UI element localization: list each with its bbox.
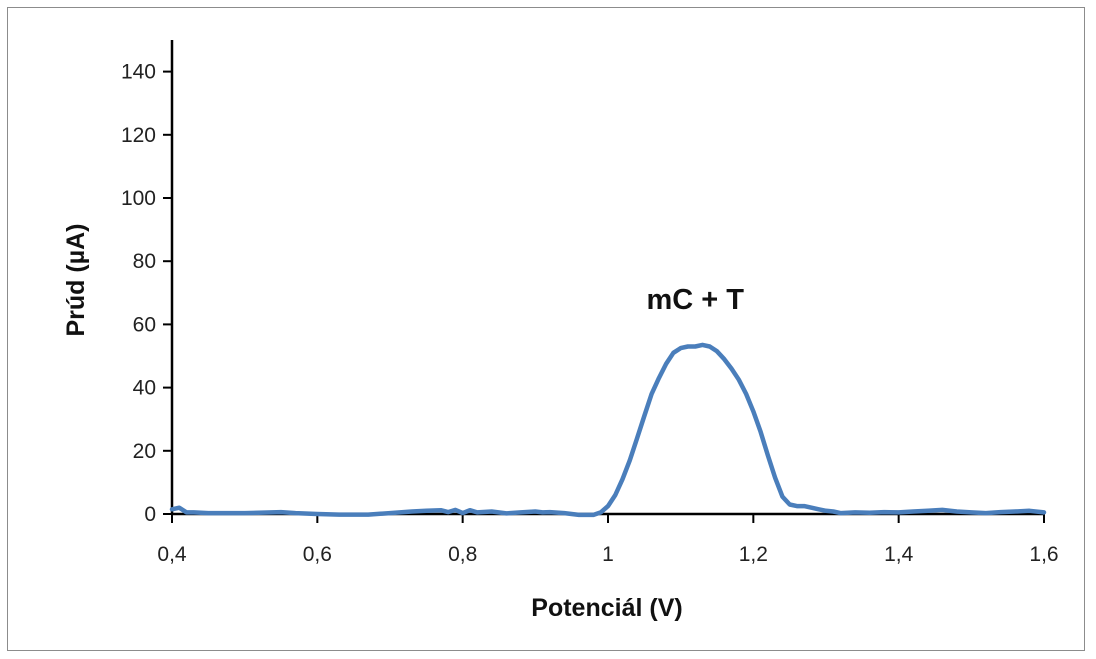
x-tick-label: 1,2 bbox=[739, 543, 768, 566]
x-tick-label: 1,4 bbox=[884, 543, 914, 566]
y-axis-ticks: 0 20 40 60 80 100 120 140 bbox=[121, 61, 172, 526]
y-tick-label: 140 bbox=[121, 61, 156, 84]
chart-area bbox=[7, 7, 1085, 651]
x-tick-label: 0,6 bbox=[303, 543, 332, 566]
x-tick-label: 0,4 bbox=[157, 543, 187, 566]
y-tick-label: 20 bbox=[133, 440, 156, 463]
y-tick-label: 60 bbox=[133, 313, 156, 336]
x-tick-label: 1,6 bbox=[1029, 543, 1058, 566]
series-line bbox=[169, 342, 1047, 518]
y-tick-label: 100 bbox=[121, 187, 156, 210]
x-axis-title: Potenciál (V) bbox=[531, 594, 682, 622]
y-tick-label: 0 bbox=[144, 503, 156, 526]
y-tick-label: 80 bbox=[133, 250, 156, 273]
y-tick-label: 120 bbox=[121, 124, 156, 147]
x-tick-label: 1 bbox=[602, 543, 614, 566]
y-axis-title: Prúd (µA) bbox=[62, 223, 90, 336]
x-axis-ticks: 0,4 0,6 0,8 1 1,2 1,4 1,6 bbox=[157, 514, 1059, 566]
peak-annotation: mC + T bbox=[646, 284, 744, 316]
x-tick-label: 0,8 bbox=[448, 543, 477, 566]
y-tick-label: 40 bbox=[133, 377, 156, 400]
